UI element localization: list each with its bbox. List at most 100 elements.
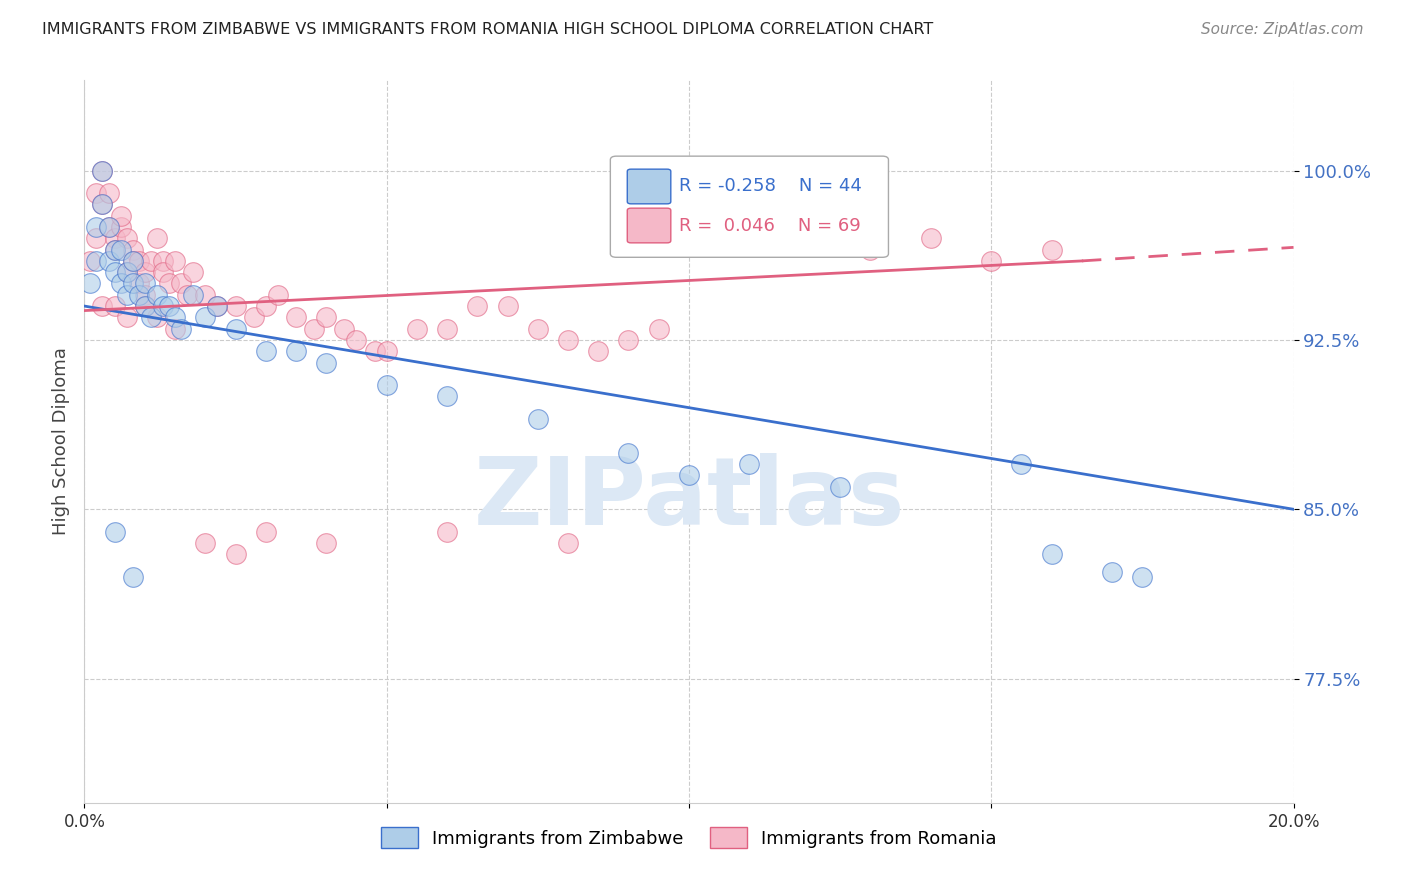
Point — [254, 344, 277, 359]
Point — [86, 186, 108, 201]
Point — [170, 277, 193, 291]
Point — [267, 287, 290, 301]
Point — [110, 277, 132, 291]
Point — [91, 163, 114, 178]
Point — [152, 299, 174, 313]
Point — [527, 412, 550, 426]
Point — [859, 243, 882, 257]
Point — [104, 231, 127, 245]
Point — [1130, 570, 1153, 584]
Legend: Immigrants from Zimbabwe, Immigrants from Romania: Immigrants from Zimbabwe, Immigrants fro… — [374, 820, 1004, 855]
Point — [152, 265, 174, 279]
Point — [115, 265, 138, 279]
Point — [79, 277, 101, 291]
Point — [97, 186, 120, 201]
Point — [97, 220, 120, 235]
Point — [157, 277, 180, 291]
Point — [91, 163, 114, 178]
Point — [134, 299, 156, 313]
Point — [375, 344, 398, 359]
Point — [146, 287, 169, 301]
Point — [157, 299, 180, 313]
Point — [375, 378, 398, 392]
Point — [134, 299, 156, 313]
Point — [115, 265, 138, 279]
Point — [225, 321, 247, 335]
Point — [436, 524, 458, 539]
Point — [86, 231, 108, 245]
Point — [346, 333, 368, 347]
Point — [181, 265, 204, 279]
Point — [363, 344, 385, 359]
Point — [134, 277, 156, 291]
Point — [980, 253, 1002, 268]
Point — [1040, 243, 1063, 257]
Point — [467, 299, 489, 313]
Point — [86, 253, 108, 268]
Point — [104, 265, 127, 279]
Point — [557, 333, 579, 347]
Point — [146, 231, 169, 245]
Point — [527, 321, 550, 335]
Point — [121, 277, 143, 291]
Point — [738, 457, 761, 471]
Point — [110, 209, 132, 223]
Point — [799, 231, 821, 245]
Point — [333, 321, 356, 335]
Point — [207, 299, 229, 313]
Point — [115, 310, 138, 325]
Point — [121, 253, 143, 268]
Point — [104, 243, 127, 257]
Point — [254, 299, 277, 313]
Point — [91, 299, 114, 313]
Point — [617, 333, 640, 347]
Point — [315, 310, 337, 325]
Point — [91, 197, 114, 211]
Point — [315, 536, 337, 550]
Point — [115, 231, 138, 245]
Point — [315, 355, 337, 369]
Point — [194, 536, 217, 550]
Point — [830, 480, 852, 494]
Point — [225, 548, 247, 562]
Point — [128, 277, 150, 291]
Point — [110, 243, 132, 257]
Point — [176, 287, 198, 301]
Point — [617, 446, 640, 460]
Point — [104, 299, 127, 313]
Point — [285, 344, 308, 359]
Point — [242, 310, 264, 325]
Text: ZIPatlas: ZIPatlas — [474, 453, 904, 545]
Point — [165, 321, 187, 335]
Point — [436, 321, 458, 335]
Point — [86, 220, 108, 235]
Point — [97, 220, 120, 235]
Point — [121, 243, 143, 257]
Point — [79, 253, 101, 268]
Point — [152, 253, 174, 268]
Point — [104, 243, 127, 257]
Point — [225, 299, 247, 313]
Point — [97, 253, 120, 268]
Point — [1040, 548, 1063, 562]
Point — [165, 253, 187, 268]
Text: R = -0.258    N = 44: R = -0.258 N = 44 — [679, 178, 862, 195]
Point — [678, 468, 700, 483]
FancyBboxPatch shape — [610, 156, 889, 257]
Point — [165, 310, 187, 325]
Point — [115, 287, 138, 301]
Point — [678, 231, 700, 245]
Point — [496, 299, 519, 313]
Point — [436, 389, 458, 403]
Point — [170, 321, 193, 335]
Point — [121, 253, 143, 268]
Point — [1101, 566, 1123, 580]
Text: Source: ZipAtlas.com: Source: ZipAtlas.com — [1201, 22, 1364, 37]
Point — [406, 321, 429, 335]
Point — [738, 220, 761, 235]
Point — [194, 287, 217, 301]
Point — [139, 310, 162, 325]
Point — [920, 231, 942, 245]
Point — [128, 287, 150, 301]
Y-axis label: High School Diploma: High School Diploma — [52, 348, 70, 535]
